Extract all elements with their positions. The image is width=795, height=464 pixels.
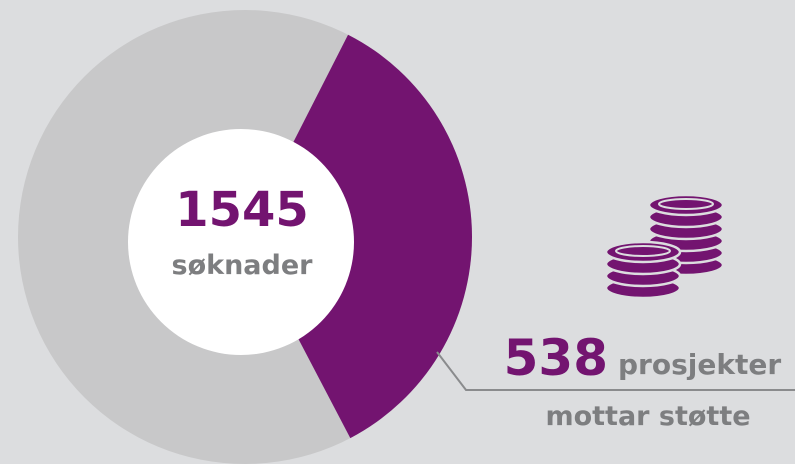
donut-hole <box>128 129 354 355</box>
donut <box>18 10 472 464</box>
total-value: 1545 <box>175 182 309 238</box>
coins-icon <box>604 193 725 300</box>
total-label: søknader <box>172 250 314 281</box>
highlight-sublabel: mottar støtte <box>545 401 750 432</box>
leader-line <box>436 351 795 391</box>
highlight-label: prosjekter <box>618 348 781 381</box>
highlight-value: 538 <box>504 329 608 387</box>
